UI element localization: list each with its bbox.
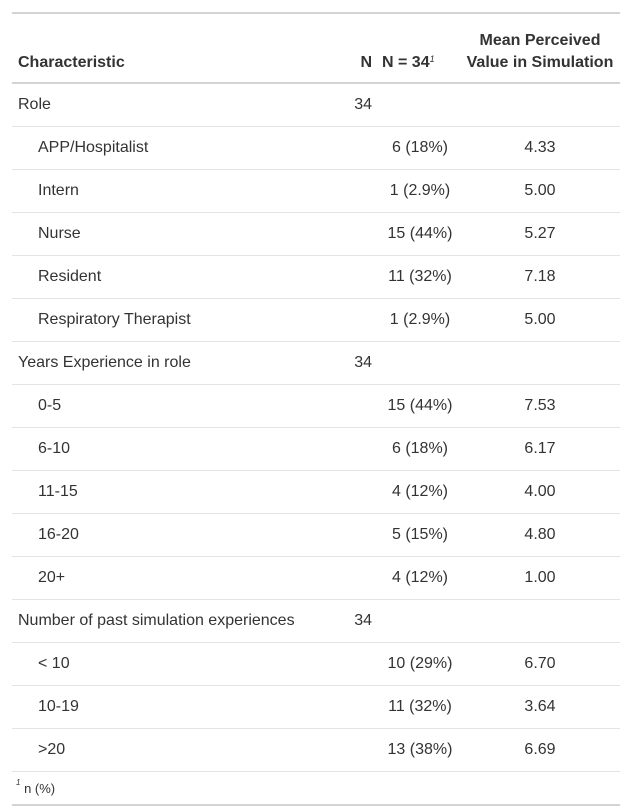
- table-row-variable: Number of past simulation experiences 34: [12, 599, 620, 643]
- row-total: 15 (44%): [380, 212, 460, 256]
- footnote-mark: 1: [16, 777, 21, 787]
- row-total: 6 (18%): [380, 126, 460, 170]
- footnote-row: 1 n (%): [12, 771, 620, 806]
- row-n: [338, 126, 380, 170]
- header-mean-line1: Mean Perceived: [479, 32, 601, 49]
- row-total: 1 (2.9%): [380, 169, 460, 213]
- row-mean: 5.00: [460, 298, 620, 342]
- row-n: [338, 642, 380, 686]
- row-n: 34: [338, 599, 380, 643]
- row-mean: 7.53: [460, 384, 620, 428]
- row-total: 11 (32%): [380, 255, 460, 299]
- table-row-level: APP/Hospitalist 6 (18%) 4.33: [12, 126, 620, 170]
- row-n: [338, 212, 380, 256]
- table-row-level: 16-20 5 (15%) 4.80: [12, 513, 620, 557]
- table-row-variable: Years Experience in role 34: [12, 341, 620, 385]
- table-row-level: 20+ 4 (12%) 1.00: [12, 556, 620, 600]
- row-mean: 5.27: [460, 212, 620, 256]
- row-total: 15 (44%): [380, 384, 460, 428]
- row-mean: 6.69: [460, 728, 620, 772]
- header-footnote-mark: 1: [429, 54, 435, 64]
- table-row-level: < 10 10 (29%) 6.70: [12, 642, 620, 686]
- header-characteristic: Characteristic: [12, 12, 338, 84]
- row-mean: 4.00: [460, 470, 620, 514]
- row-n: [338, 298, 380, 342]
- row-label: 11-15: [12, 470, 338, 514]
- row-mean: 4.33: [460, 126, 620, 170]
- row-mean: 6.17: [460, 427, 620, 471]
- footnote-text: n (%): [24, 780, 56, 796]
- row-n: [338, 169, 380, 213]
- table-row-level: >20 13 (38%) 6.69: [12, 728, 620, 772]
- row-n: [338, 728, 380, 772]
- footnote: 1 n (%): [12, 771, 620, 806]
- row-total: 1 (2.9%): [380, 298, 460, 342]
- row-label: 16-20: [12, 513, 338, 557]
- header-mean-line2: Value in Simulation: [466, 54, 614, 71]
- table-row-level: 6-10 6 (18%) 6.17: [12, 427, 620, 471]
- table-row-level: 0-5 15 (44%) 7.53: [12, 384, 620, 428]
- row-n: 34: [338, 341, 380, 385]
- row-total: 4 (12%): [380, 556, 460, 600]
- row-n: [338, 685, 380, 729]
- row-n: [338, 556, 380, 600]
- summary-table-container: Characteristic N N = 341 Mean Perceived V…: [12, 12, 620, 806]
- row-label: APP/Hospitalist: [12, 126, 338, 170]
- row-mean: 7.18: [460, 255, 620, 299]
- row-label: >20: [12, 728, 338, 772]
- row-label: 10-19: [12, 685, 338, 729]
- table-body: Role 34 APP/Hospitalist 6 (18%) 4.33 Intern 1 …: [12, 83, 620, 772]
- row-mean: 6.70: [460, 642, 620, 686]
- row-n: [338, 470, 380, 514]
- row-total: 6 (18%): [380, 427, 460, 471]
- row-label: Resident: [12, 255, 338, 299]
- summary-table: Characteristic N N = 341 Mean Perceived V…: [12, 12, 620, 806]
- table-row-level: Intern 1 (2.9%) 5.00: [12, 169, 620, 213]
- row-n: 34: [338, 83, 380, 127]
- row-mean: [460, 341, 620, 385]
- row-total: [380, 599, 460, 643]
- table-row-level: 11-15 4 (12%) 4.00: [12, 470, 620, 514]
- row-label: Role: [12, 83, 338, 127]
- table-row-level: 10-19 11 (32%) 3.64: [12, 685, 620, 729]
- row-n: [338, 384, 380, 428]
- row-total: [380, 341, 460, 385]
- row-label: 0-5: [12, 384, 338, 428]
- row-n: [338, 427, 380, 471]
- table-row-level: Respiratory Therapist 1 (2.9%) 5.00: [12, 298, 620, 342]
- table-row-variable: Role 34: [12, 83, 620, 127]
- row-label: < 10: [12, 642, 338, 686]
- row-label: Respiratory Therapist: [12, 298, 338, 342]
- header-total-label: N = 34: [382, 54, 430, 71]
- row-total: 10 (29%): [380, 642, 460, 686]
- row-mean: 3.64: [460, 685, 620, 729]
- header-n: N: [338, 12, 380, 84]
- table-header-row: Characteristic N N = 341 Mean Perceived V…: [12, 12, 620, 84]
- row-mean: 1.00: [460, 556, 620, 600]
- row-mean: [460, 83, 620, 127]
- row-label: Years Experience in role: [12, 341, 338, 385]
- row-total: 5 (15%): [380, 513, 460, 557]
- row-total: 11 (32%): [380, 685, 460, 729]
- row-label: 6-10: [12, 427, 338, 471]
- header-mean: Mean Perceived Value in Simulation: [460, 12, 620, 84]
- row-label: Intern: [12, 169, 338, 213]
- table-row-level: Resident 11 (32%) 7.18: [12, 255, 620, 299]
- row-total: 13 (38%): [380, 728, 460, 772]
- row-total: [380, 83, 460, 127]
- row-mean: [460, 599, 620, 643]
- row-n: [338, 513, 380, 557]
- table-row-level: Nurse 15 (44%) 5.27: [12, 212, 620, 256]
- header-total: N = 341: [380, 12, 460, 84]
- row-label: Number of past simulation experiences: [12, 599, 338, 643]
- row-total: 4 (12%): [380, 470, 460, 514]
- row-label: 20+: [12, 556, 338, 600]
- row-label: Nurse: [12, 212, 338, 256]
- row-mean: 4.80: [460, 513, 620, 557]
- row-mean: 5.00: [460, 169, 620, 213]
- row-n: [338, 255, 380, 299]
